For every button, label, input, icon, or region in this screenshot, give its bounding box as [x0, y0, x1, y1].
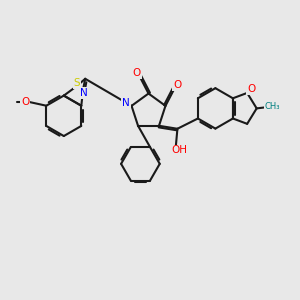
- Text: O: O: [247, 84, 255, 94]
- Text: CH₃: CH₃: [264, 102, 280, 111]
- Text: N: N: [122, 98, 130, 109]
- Text: O: O: [173, 80, 182, 90]
- Text: O: O: [21, 97, 29, 106]
- Text: OH: OH: [172, 146, 188, 155]
- Text: N: N: [80, 88, 88, 98]
- Text: O: O: [133, 68, 141, 78]
- Text: S: S: [74, 78, 80, 88]
